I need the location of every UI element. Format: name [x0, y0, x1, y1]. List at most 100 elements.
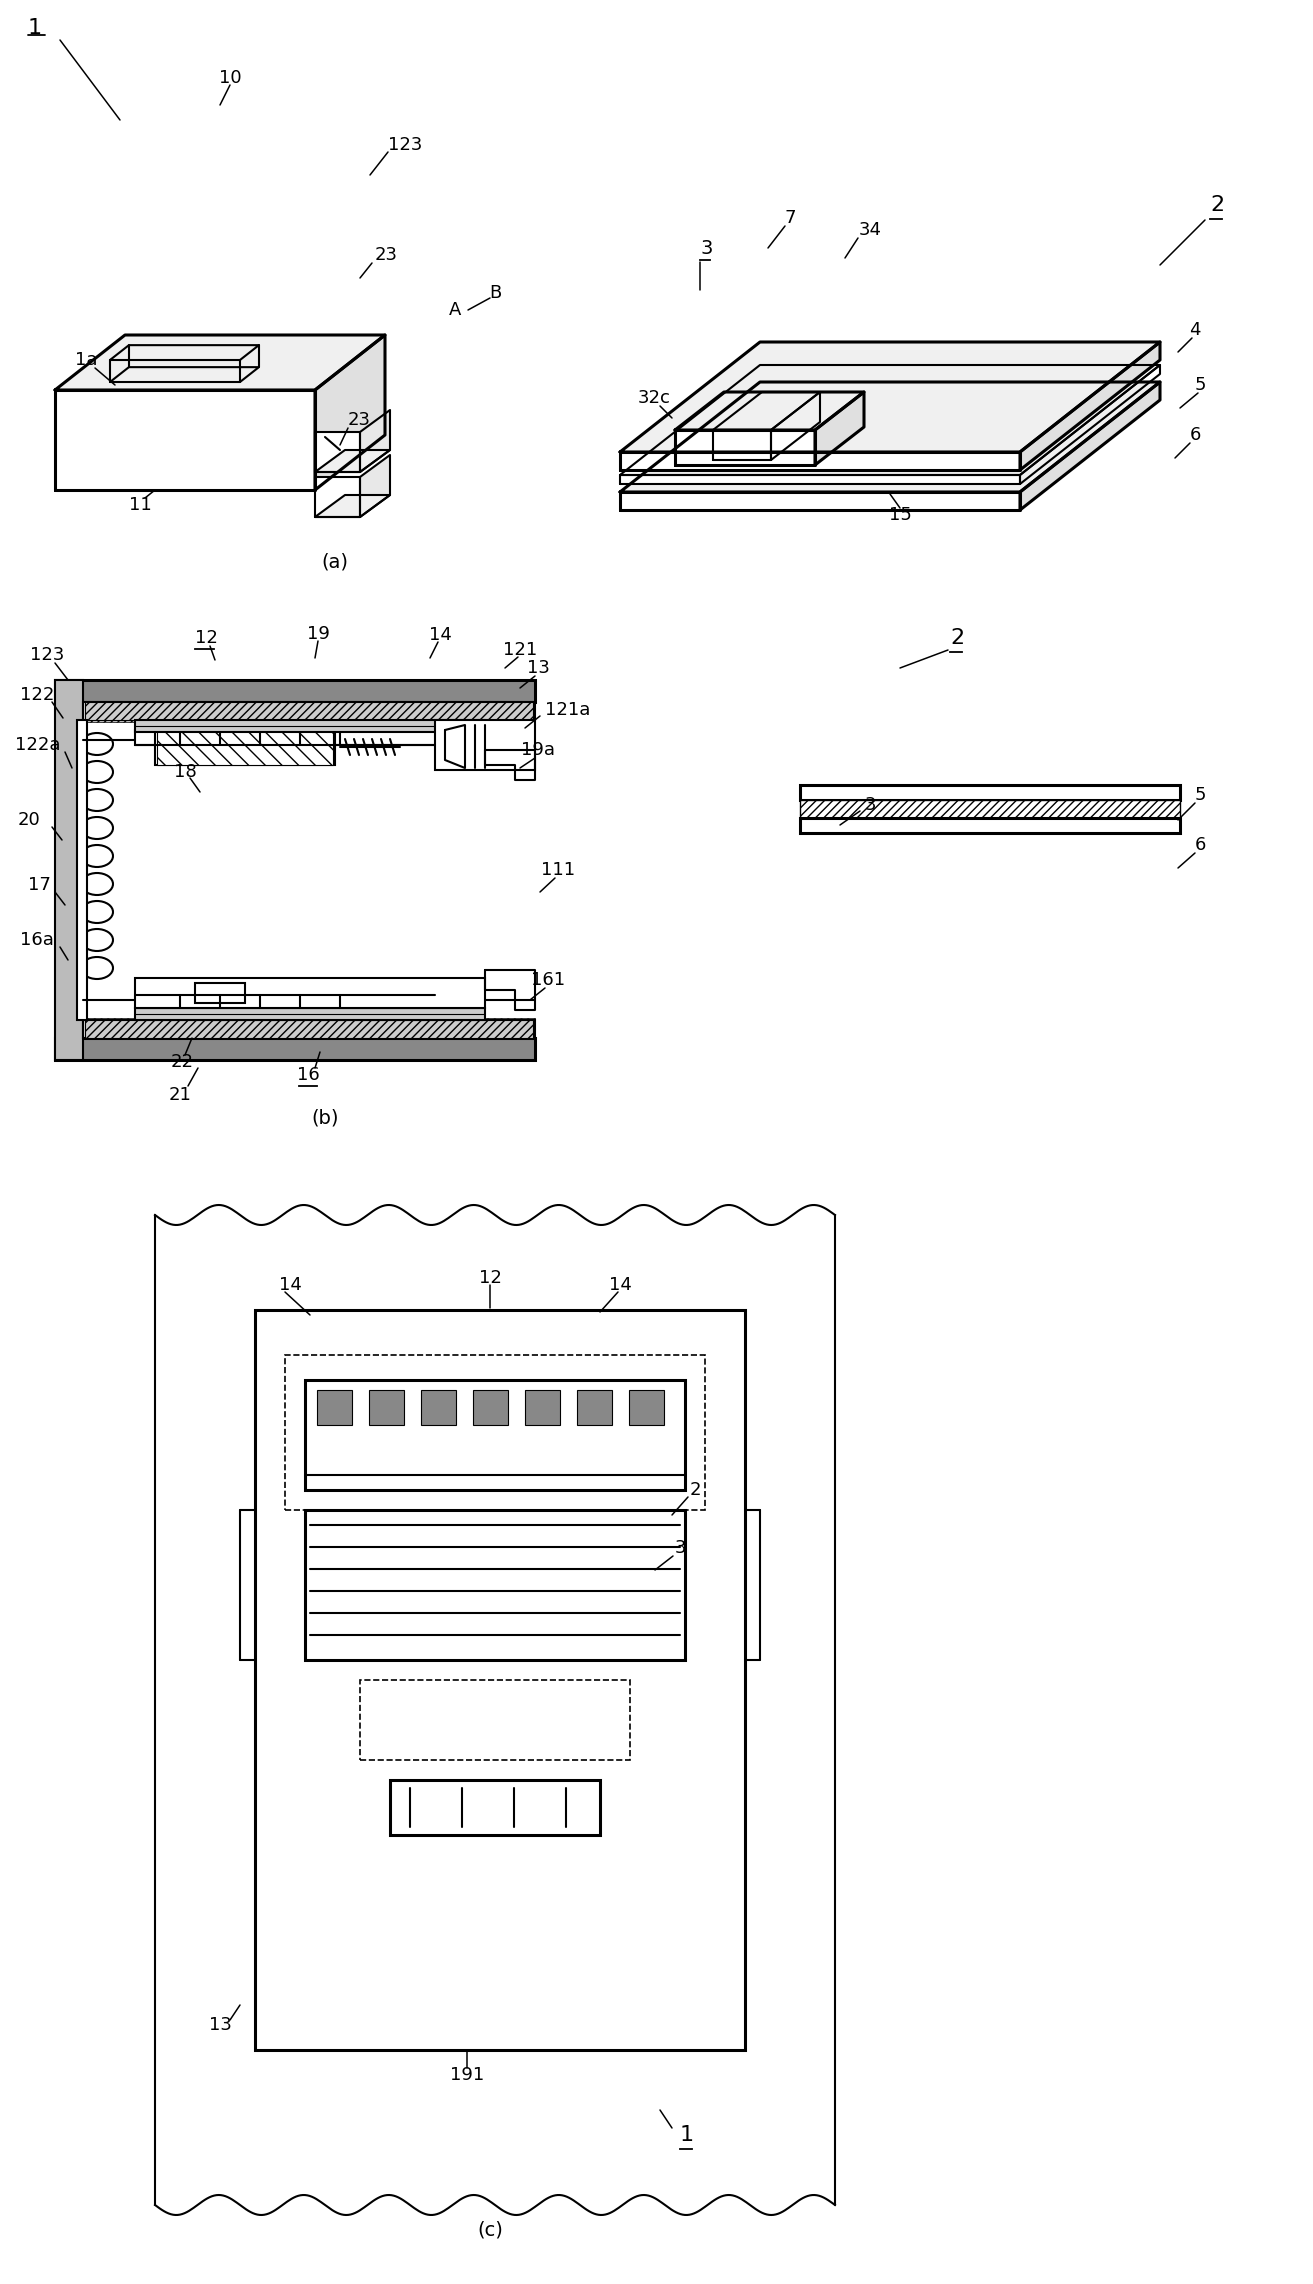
Polygon shape	[360, 455, 390, 516]
Bar	[135, 1007, 484, 1021]
Text: (a): (a)	[322, 553, 348, 571]
Polygon shape	[315, 450, 390, 473]
Text: 3: 3	[700, 238, 713, 258]
Text: 123: 123	[30, 646, 64, 665]
Text: 6: 6	[1190, 427, 1200, 443]
Text: 121: 121	[503, 642, 537, 660]
Text: 22: 22	[171, 1053, 193, 1071]
Polygon shape	[315, 432, 360, 473]
Bar	[305, 1380, 685, 1489]
Text: 122: 122	[20, 685, 54, 703]
Text: 34: 34	[859, 222, 881, 240]
Text: 121a: 121a	[545, 701, 591, 719]
Text: 2: 2	[689, 1480, 701, 1498]
Text: 2: 2	[1211, 194, 1224, 215]
Bar	[135, 731, 484, 745]
Polygon shape	[620, 475, 1020, 484]
Text: 3: 3	[864, 797, 876, 813]
Polygon shape	[675, 429, 815, 466]
Polygon shape	[1020, 381, 1159, 509]
Text: 12: 12	[196, 628, 218, 646]
Text: 12: 12	[478, 1270, 502, 1286]
Bar	[360, 1681, 630, 1761]
Polygon shape	[55, 391, 315, 491]
Polygon shape	[315, 336, 385, 491]
Bar	[55, 681, 534, 701]
Text: 123: 123	[389, 137, 423, 153]
Text: 122a: 122a	[14, 735, 60, 754]
Bar	[285, 1354, 705, 1510]
Polygon shape	[620, 491, 1020, 509]
Text: 19: 19	[306, 626, 330, 644]
Text: 11: 11	[129, 496, 151, 514]
Polygon shape	[484, 749, 534, 781]
Text: 1: 1	[28, 18, 42, 39]
Text: 21: 21	[168, 1085, 192, 1103]
Bar	[55, 1037, 534, 1060]
Text: 13: 13	[527, 660, 549, 676]
Bar	[83, 1019, 534, 1037]
Bar	[800, 799, 1180, 818]
Text: 1: 1	[680, 2124, 695, 2145]
Bar	[85, 701, 533, 719]
Bar	[369, 1391, 404, 1425]
Bar	[525, 1391, 561, 1425]
Bar	[55, 681, 83, 1060]
Bar	[800, 818, 1180, 834]
Text: 191: 191	[450, 2067, 484, 2083]
Polygon shape	[713, 429, 771, 459]
Text: (b): (b)	[311, 1108, 339, 1128]
Bar	[83, 701, 534, 722]
Polygon shape	[675, 393, 864, 429]
Text: 23: 23	[348, 411, 372, 429]
Text: 161: 161	[530, 971, 565, 989]
Bar	[135, 978, 484, 1007]
Bar	[800, 786, 1180, 799]
Text: 111: 111	[541, 861, 575, 879]
Text: 19a: 19a	[521, 740, 555, 758]
Polygon shape	[620, 381, 1159, 491]
Polygon shape	[445, 724, 465, 767]
Text: 5: 5	[1195, 786, 1205, 804]
Polygon shape	[315, 477, 360, 516]
Text: 20: 20	[18, 811, 41, 829]
Text: 14: 14	[278, 1277, 302, 1295]
Text: 14: 14	[428, 626, 452, 644]
Text: 6: 6	[1195, 836, 1205, 854]
Text: 16a: 16a	[20, 932, 54, 948]
Text: 16: 16	[297, 1067, 319, 1085]
Polygon shape	[484, 971, 534, 1010]
Bar	[135, 719, 484, 731]
Text: 4: 4	[1190, 322, 1201, 338]
Bar	[576, 1391, 612, 1425]
Text: 10: 10	[219, 69, 242, 87]
Polygon shape	[1020, 343, 1159, 471]
Bar	[421, 1391, 456, 1425]
Bar	[155, 731, 335, 765]
Text: 7: 7	[784, 210, 796, 226]
Text: 5: 5	[1195, 377, 1205, 395]
Bar	[305, 1510, 685, 1660]
Polygon shape	[315, 496, 390, 516]
Text: 1a: 1a	[75, 352, 97, 370]
Text: 17: 17	[28, 877, 51, 893]
Bar	[629, 1391, 664, 1425]
Polygon shape	[620, 452, 1020, 471]
Text: 13: 13	[209, 2017, 231, 2035]
Text: 32c: 32c	[638, 388, 671, 407]
Bar	[473, 1391, 508, 1425]
Text: 15: 15	[889, 507, 911, 523]
Polygon shape	[620, 343, 1159, 452]
Text: 3: 3	[675, 1539, 685, 1558]
Bar	[83, 701, 534, 719]
Text: A: A	[449, 301, 461, 320]
Text: B: B	[488, 283, 502, 301]
Bar	[390, 1779, 600, 1834]
Polygon shape	[815, 393, 864, 466]
Bar	[196, 982, 246, 1003]
Polygon shape	[360, 411, 390, 473]
Text: 2: 2	[951, 628, 964, 649]
Bar	[158, 731, 334, 765]
Polygon shape	[55, 336, 385, 391]
Bar	[83, 1021, 534, 1037]
